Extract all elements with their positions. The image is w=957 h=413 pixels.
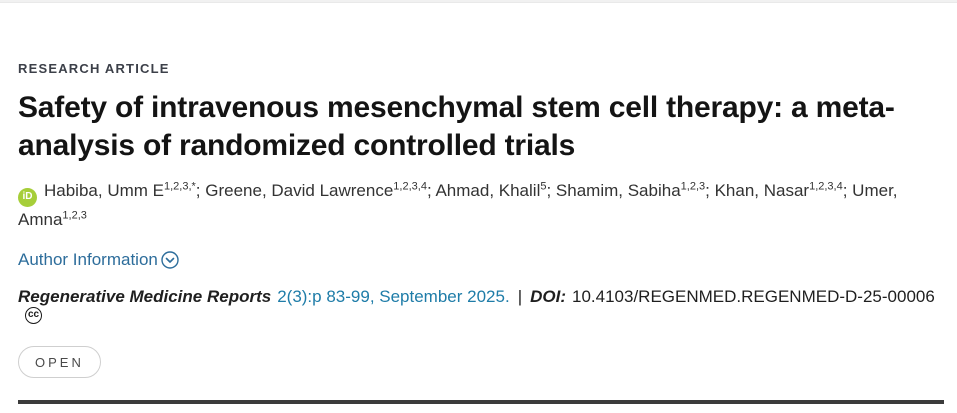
author-information-toggle[interactable]: Author Information — [18, 250, 180, 270]
citation-issue-pages: 2(3):p 83-99, September 2025. — [277, 286, 510, 306]
open-access-badge: OPEN — [18, 345, 101, 378]
author-information-label: Author Information — [18, 249, 158, 269]
author-name: Shamim, Sabiha1,2,3 — [555, 180, 706, 200]
author-name: Habiba, Umm E1,2,3,* — [44, 180, 196, 200]
article-type-label: RESEARCH ARTICLE — [18, 61, 170, 76]
doi-value: 10.4103/REGENMED.REGENMED-D-25-00006 — [572, 286, 935, 306]
doi-label: DOI: — [530, 286, 566, 306]
journal-name: Regenerative Medicine Reports — [18, 286, 272, 306]
creative-commons-icon[interactable]: cc — [25, 306, 42, 324]
top-border — [0, 0, 957, 3]
author-name: Ahmad, Khalil5 — [435, 180, 547, 200]
author-name: Umer, Amna1,2,3 — [18, 181, 898, 229]
article-header: RESEARCH ARTICLE Safety of intravenous m… — [0, 3, 957, 378]
author-list: iD Habiba, Umm E1,2,3,*; Greene, David La… — [18, 178, 923, 233]
author-names: Habiba, Umm E1,2,3,*; Greene, David Lawr… — [18, 180, 898, 229]
chevron-down-circle-icon — [160, 250, 180, 270]
citation-separator: | — [517, 286, 523, 306]
author-name: Greene, David Lawrence1,2,3,4 — [205, 180, 427, 200]
article-title: Safety of intravenous mesenchymal stem c… — [18, 91, 895, 162]
bottom-divider — [18, 400, 944, 404]
author-name: Khan, Nasar1,2,3,4 — [714, 180, 843, 200]
orcid-icon[interactable]: iD — [18, 187, 37, 207]
citation-line: Regenerative Medicine Reports 2(3):p 83-… — [18, 287, 939, 324]
